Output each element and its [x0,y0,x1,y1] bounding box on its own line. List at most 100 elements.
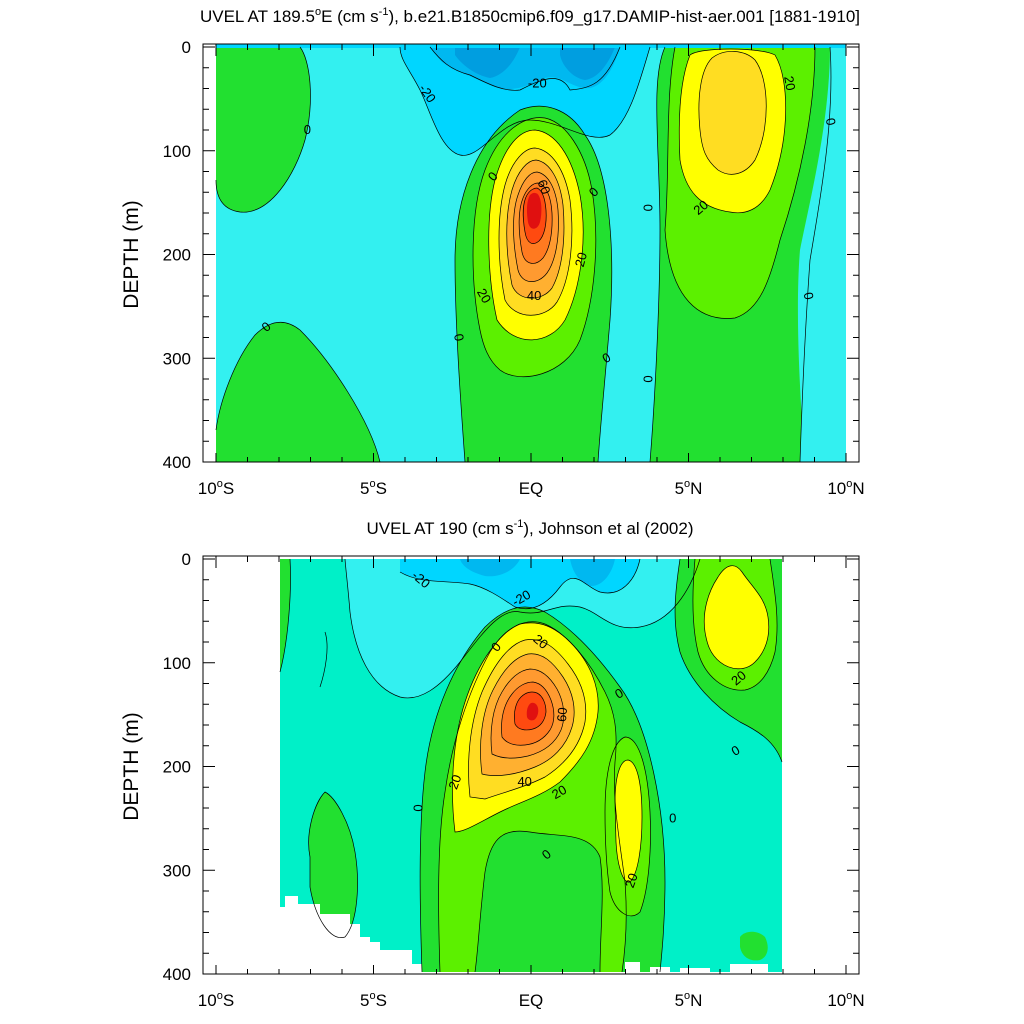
top-line-jet-10 [472,117,597,378]
contour-label: 20 [781,75,798,92]
contour-label: 20 [474,286,494,306]
bottom-line-jet-0 [419,606,666,973]
bottom-line-neg10 [344,558,701,699]
top-line-jet-50 [513,171,559,282]
x-tick-label: 5oN [675,990,703,1010]
contour-label: 0 [641,204,656,211]
contour-label: 0 [801,291,817,301]
top-contour-field [216,44,846,462]
y-tick-label: 400 [163,965,191,984]
bottom-left-green-lower [308,792,358,938]
y-tick-label: 100 [163,654,191,673]
top-right-30 [698,51,767,175]
contour-label: 20 [549,782,569,802]
bottom-line-jet-30 [468,639,587,800]
bottom-line-jet-60 [501,681,555,746]
bottom-chart-title: UVEL AT 190 (cm s-1), Johnson et al (200… [367,518,694,538]
top-chart-svg: UVEL AT 189.5oE (cm s-1), b.e21.B1850cmi… [120,6,865,498]
bottom-nodata-mask [280,896,422,972]
bottom-contour-lines [279,558,783,973]
top-line-jet-70 [522,187,547,244]
bottom-line-small-wiggle [319,631,328,688]
y-tick-label: 300 [163,861,191,880]
top-left-upper-green [216,47,311,213]
top-chart-title: UVEL AT 189.5oE (cm s-1), b.e21.B1850cmi… [200,6,860,26]
top-line-right-edge [799,46,832,463]
y-tick-label: 0 [182,550,191,569]
top-line-jet-20 [488,129,584,341]
contour-label: 0 [641,375,656,382]
top-right-edge-cyan [800,47,846,462]
bottom-line-3n-20 [614,759,643,883]
contour-label: -20 [528,75,547,90]
contour-label: 0 [451,333,467,343]
top-left-lower-green [216,322,380,462]
y-tick-label: 200 [163,758,191,777]
contour-label: 0 [304,122,311,137]
top-line-right-10 [664,46,816,319]
x-tick-label: EQ [519,479,544,498]
y-tick-label: 400 [163,453,191,472]
bottom-right-small-green [740,931,768,961]
top-line-left-upper [215,46,311,213]
x-tick-label: 10oS [198,990,234,1010]
y-tick-label: 100 [163,142,191,161]
bottom-line-jet-70 [514,691,547,731]
bottom-line-jet-40 [480,653,575,776]
y-tick-label: 300 [163,349,191,368]
x-tick-label: 10oN [827,990,864,1010]
contour-label: 40 [527,288,541,303]
contour-label: 0 [411,804,426,811]
top-jet-80 [526,192,542,229]
top-line-right-0 [649,46,666,463]
top-line-left-lower [215,322,381,463]
bottom-chart-svg: UVEL AT 190 (cm s-1), Johnson et al (200… [120,518,865,1010]
bottom-line-left-upper [279,558,291,673]
x-tick-label: 5oN [675,478,703,498]
contour-label: 20 [445,773,464,792]
y-tick-label: 0 [182,38,191,57]
contour-label: 60 [535,178,554,197]
top-line-jet-0 [454,105,613,463]
x-tick-label: 5oS [360,990,387,1010]
top-line-right-30 [698,51,767,175]
bottom-neg10-region [345,559,700,698]
top-line-jet-60 [518,182,553,264]
bottom-jet-80 [526,702,539,721]
bottom-line-right-20 [703,565,770,670]
y-axis-label: DEPTH (m) [120,712,143,821]
contour-label: 60 [554,707,570,723]
x-tick-label: EQ [519,991,544,1010]
contour-label: 40 [517,774,531,789]
top-line-jet-30 [498,147,573,316]
bottom-left-green-upper [280,559,291,672]
bottom-neg30-region [460,559,615,587]
bottom-line-left-lower [308,791,358,938]
bottom-line-jet-20 [452,622,599,833]
top-line-right-20 [678,48,786,214]
contour-label: 0 [669,810,676,825]
x-tick-label: 10oN [827,478,864,498]
y-axis-label: DEPTH (m) [120,200,143,309]
bottom-3n-yellow [615,760,642,883]
top-chart-panel: UVEL AT 189.5oE (cm s-1), b.e21.B1850cmi… [120,6,865,498]
bottom-line-jet-50 [490,668,565,759]
bottom-nodata-mask-right [625,962,768,972]
bottom-right-yellow [704,565,769,669]
bottom-line-right-10 [692,558,778,691]
contour-label: 20 [572,251,590,269]
top-contour-lines [215,46,832,463]
x-tick-label: 5oS [360,478,387,498]
x-tick-label: 10oS [198,478,234,498]
top-neg30-region [455,47,615,80]
top-line-neg10 [399,46,651,156]
bottom-line-neg20 [399,558,641,610]
contour-label: 20 [622,871,641,890]
contour-label: 0 [823,117,839,127]
top-line-jet-40 [506,159,565,299]
bottom-line-right-0 [674,558,783,763]
bottom-line-3n-10 [604,736,651,917]
